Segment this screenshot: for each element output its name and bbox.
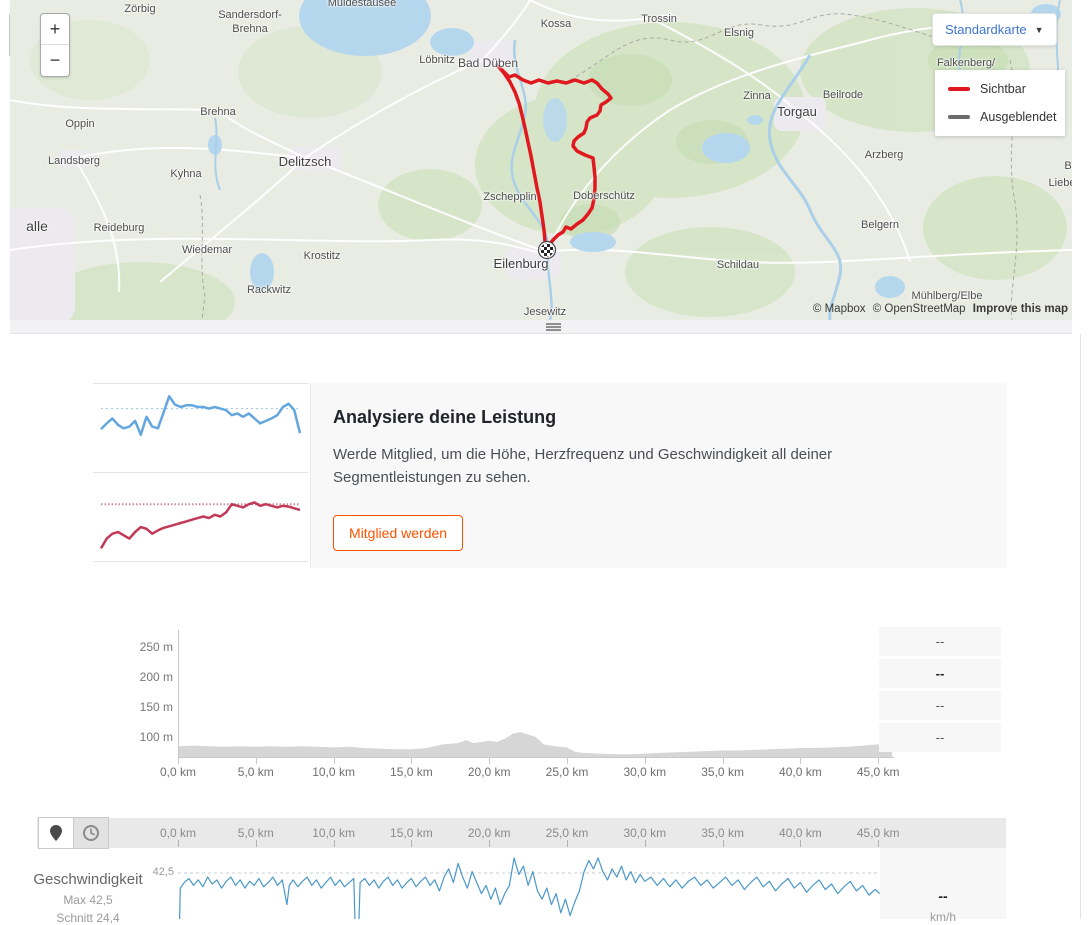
toolbar-x-tick: 5,0 km <box>237 826 274 840</box>
elevation-x-tick: 25,0 km <box>545 765 589 779</box>
map-canvas <box>10 0 1072 320</box>
finish-marker-icon <box>537 240 557 260</box>
elevation-x-tick: 15,0 km <box>390 765 433 779</box>
axis-tick-mark <box>644 758 646 764</box>
analysis-preview-thumbnail <box>93 383 311 568</box>
improve-map-link[interactable]: Improve this map <box>972 303 1068 315</box>
axis-tick-mark <box>800 840 802 847</box>
elevation-y-tick: 200 m <box>139 670 173 684</box>
axis-tick-mark <box>411 758 413 764</box>
toolbar-x-tick: 15,0 km <box>390 826 433 840</box>
elevation-x-tick: 30,0 km <box>623 765 667 779</box>
upsell-body: Werde Mitglied, um die Höhe, Herzfrequen… <box>333 446 833 487</box>
axis-tick-mark <box>722 840 724 847</box>
hidden-line-swatch <box>948 115 970 119</box>
content-right-border <box>1080 334 1081 919</box>
upsell-title: Analysiere deine Leistung <box>333 407 557 427</box>
chevron-down-icon: ▼ <box>1034 24 1044 35</box>
map-attribution: © Mapbox © OpenStreetMap Improve this ma… <box>809 303 1068 315</box>
location-pin-icon <box>50 825 62 841</box>
elevation-x-axis-line <box>178 757 894 758</box>
axis-tick-mark <box>489 840 491 847</box>
axis-tick-mark <box>878 758 880 764</box>
axis-tick-mark <box>878 840 880 847</box>
toolbar-x-tick: 35,0 km <box>701 826 744 840</box>
metric-avg: Schnitt 24,4 <box>56 911 120 925</box>
visible-line-swatch <box>948 87 970 91</box>
toolbar-x-tick: 25,0 km <box>545 826 589 840</box>
toolbar-x-tick: 40,0 km <box>779 826 822 840</box>
osm-link[interactable]: © OpenStreetMap <box>872 303 966 315</box>
legend-item-hidden: Ausgeblendet <box>948 110 1056 124</box>
drag-handle-icon[interactable] <box>546 323 561 331</box>
speed-ymax-label: 42,5 <box>152 866 174 878</box>
toolbar-x-tick: 0,0 km <box>159 826 197 840</box>
elevation-x-tick: 10,0 km <box>312 765 355 779</box>
clock-icon <box>83 825 99 841</box>
toolbar-x-tick: 30,0 km <box>623 826 667 840</box>
axis-tick-mark <box>567 840 568 847</box>
route-polyline <box>495 63 613 252</box>
elevation-chart[interactable] <box>178 628 894 757</box>
map-resize-divider <box>10 320 1072 334</box>
mapbox-link[interactable]: © Mapbox <box>812 303 866 315</box>
tab-time[interactable] <box>73 817 109 849</box>
elevation-y-tick: 150 m <box>139 700 173 714</box>
metric-max: Max 42,5 <box>63 893 113 907</box>
legend-item-visible: Sichtbar <box>948 82 1052 96</box>
axis-tick-mark <box>567 758 568 764</box>
stat-value-placeholder: -- <box>879 659 1001 688</box>
toolbar-x-tick: 20,0 km <box>467 826 511 840</box>
route-map[interactable]: Zörbig Sandersdorf- Brehna Muldestausee Koss… <box>10 0 1072 320</box>
stat-value-placeholder: -- <box>879 627 1001 656</box>
speed-value-placeholder: -- <box>938 888 948 904</box>
legend-label: Sichtbar <box>980 82 1026 96</box>
legend-label: Ausgeblendet <box>980 110 1057 124</box>
stat-value-placeholder: -- <box>879 691 1001 720</box>
elevation-x-tick: 5,0 km <box>237 765 274 779</box>
axis-tick-mark <box>411 840 413 847</box>
elevation-stats-column: -- -- -- -- <box>879 627 1001 755</box>
speed-stats-column: -- km/h <box>880 848 1006 924</box>
elevation-x-tick: 45,0 km <box>856 765 900 779</box>
axis-tick-mark <box>333 840 335 847</box>
analysis-axis-strip <box>37 818 1006 848</box>
page-edge-line <box>9 14 10 56</box>
heartrate-preview-chart <box>93 383 308 473</box>
elevation-x-tick: 0,0 km <box>159 765 197 779</box>
axis-tick-mark <box>178 840 179 847</box>
pace-preview-chart <box>93 501 308 562</box>
elevation-x-tick: 35,0 km <box>701 765 744 779</box>
premium-upsell-card: Analysiere deine Leistung Werde Mitglied… <box>93 383 1007 568</box>
map-style-dropdown[interactable]: Standardkarte ▼ <box>932 13 1057 46</box>
speed-unit: km/h <box>929 910 956 924</box>
zoom-in-button[interactable]: + <box>41 14 69 45</box>
become-member-button[interactable]: Mitglied werden <box>333 514 464 551</box>
elevation-y-tick: 100 m <box>139 730 173 744</box>
axis-tick-mark <box>255 758 257 764</box>
zoom-out-button[interactable]: − <box>49 50 61 70</box>
map-legend: Sichtbar Ausgeblendet <box>935 70 1065 136</box>
axis-tick-mark <box>255 840 257 847</box>
stat-value-placeholder: -- <box>879 723 1001 752</box>
elevation-y-tick: 250 m <box>139 640 173 654</box>
map-zoom-control: + − <box>40 13 70 77</box>
map-style-label: Standardkarte <box>945 22 1027 37</box>
axis-tick-mark <box>489 758 491 764</box>
elevation-x-tick: 40,0 km <box>779 765 822 779</box>
axis-tick-mark <box>644 840 646 847</box>
tab-distance[interactable] <box>38 817 74 849</box>
toolbar-x-tick: 45,0 km <box>856 826 900 840</box>
toolbar-x-tick: 10,0 km <box>312 826 355 840</box>
axis-tick-mark <box>722 758 724 764</box>
axis-tick-mark <box>178 758 179 764</box>
axis-tick-mark <box>800 758 802 764</box>
axis-tick-mark <box>333 758 335 764</box>
metric-name: Geschwindigkeit <box>33 871 143 888</box>
elevation-y-axis-line <box>178 630 179 757</box>
speed-chart[interactable] <box>178 848 880 919</box>
elevation-x-tick: 20,0 km <box>467 765 511 779</box>
